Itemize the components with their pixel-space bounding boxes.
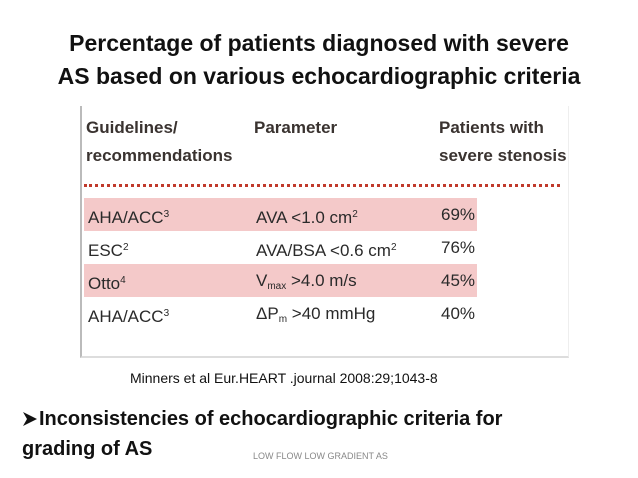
cell-text: 40% xyxy=(441,304,476,323)
table-cell: AHA/ACC3 xyxy=(88,297,169,333)
table-cell: 69% xyxy=(441,198,475,231)
cell-text: 3 xyxy=(163,209,170,220)
table-cell: Otto4 xyxy=(88,264,126,300)
table-cell: 45% xyxy=(441,264,475,297)
cell-text: 76% xyxy=(441,238,476,257)
header-cell: Parameter xyxy=(254,114,337,142)
cell-text: 3 xyxy=(163,308,170,319)
bullet-line: Inconsistencies of echocardiographic cri… xyxy=(39,408,503,430)
cell-text: m xyxy=(278,314,288,325)
bullet-line: grading of AS xyxy=(22,438,153,460)
table-cell: 40% xyxy=(441,297,475,330)
header-cell: Guidelines/recommendations xyxy=(86,114,232,170)
header-line: Parameter xyxy=(254,118,338,137)
bullet-text: Inconsistencies of echocardiographic cri… xyxy=(22,404,502,464)
table-cell: AHA/ACC3 xyxy=(88,198,169,234)
cell-text: AHA/ACC xyxy=(88,307,164,326)
slide-title: Percentage of patients diagnosed with se… xyxy=(69,30,569,56)
table-cell: ESC2 xyxy=(88,231,129,267)
slide-title: AS based on various echocardiographic cr… xyxy=(57,63,581,89)
table-cell: AVA <1.0 cm2 xyxy=(256,198,358,234)
table-cell: AVA/BSA <0.6 cm2 xyxy=(256,231,397,267)
cell-text: AVA <1.0 cm xyxy=(256,208,353,227)
header-line: severe stenosis xyxy=(439,146,567,165)
header-line: recommendations xyxy=(86,146,233,165)
cell-text: 2 xyxy=(122,242,129,253)
header-line: Patients with xyxy=(439,118,544,137)
bullet-icon xyxy=(23,412,37,426)
table-cell: 76% xyxy=(441,231,475,264)
table-cell: Vmax >4.0 m/s xyxy=(256,264,357,303)
cell-text: >4.0 m/s xyxy=(286,271,357,290)
cell-text: ΔP xyxy=(256,304,279,323)
footer: LOW FLOW LOW GRADIENT AS xyxy=(253,451,388,461)
cell-text: 2 xyxy=(352,209,358,220)
header-line: Guidelines/ xyxy=(86,118,178,137)
cell-text: V xyxy=(256,271,268,290)
table-row: ESC2 AVA/BSA <0.6 cm2 76% xyxy=(84,231,477,264)
criteria-table: Guidelines/recommendations Parameter Patie… xyxy=(80,106,569,358)
citation: Minners et al Eur.HEART .journal 2008:29… xyxy=(130,370,438,386)
table-row: AHA/ACC3 ΔPm >40 mmHg 40% xyxy=(84,297,477,330)
cell-text: AHA/ACC xyxy=(88,208,164,227)
table-row: Otto4 Vmax >4.0 m/s 45% xyxy=(84,264,477,297)
cell-text: 69% xyxy=(441,205,476,224)
table-row: AHA/ACC3 AVA <1.0 cm2 69% xyxy=(84,198,477,231)
cell-text: 4 xyxy=(120,275,126,286)
header-cell: Patients with severe stenosis xyxy=(439,114,567,170)
cell-text: 45% xyxy=(441,271,476,290)
cell-text: Otto xyxy=(88,274,121,293)
cell-text: max xyxy=(267,281,287,292)
divider xyxy=(84,184,560,187)
cell-text: >40 mmHg xyxy=(287,304,376,323)
cell-text: ESC xyxy=(88,241,123,260)
cell-text: 2 xyxy=(390,242,397,253)
cell-text: AVA/BSA <0.6 cm xyxy=(256,241,391,260)
table-cell: ΔPm >40 mmHg xyxy=(256,297,375,336)
